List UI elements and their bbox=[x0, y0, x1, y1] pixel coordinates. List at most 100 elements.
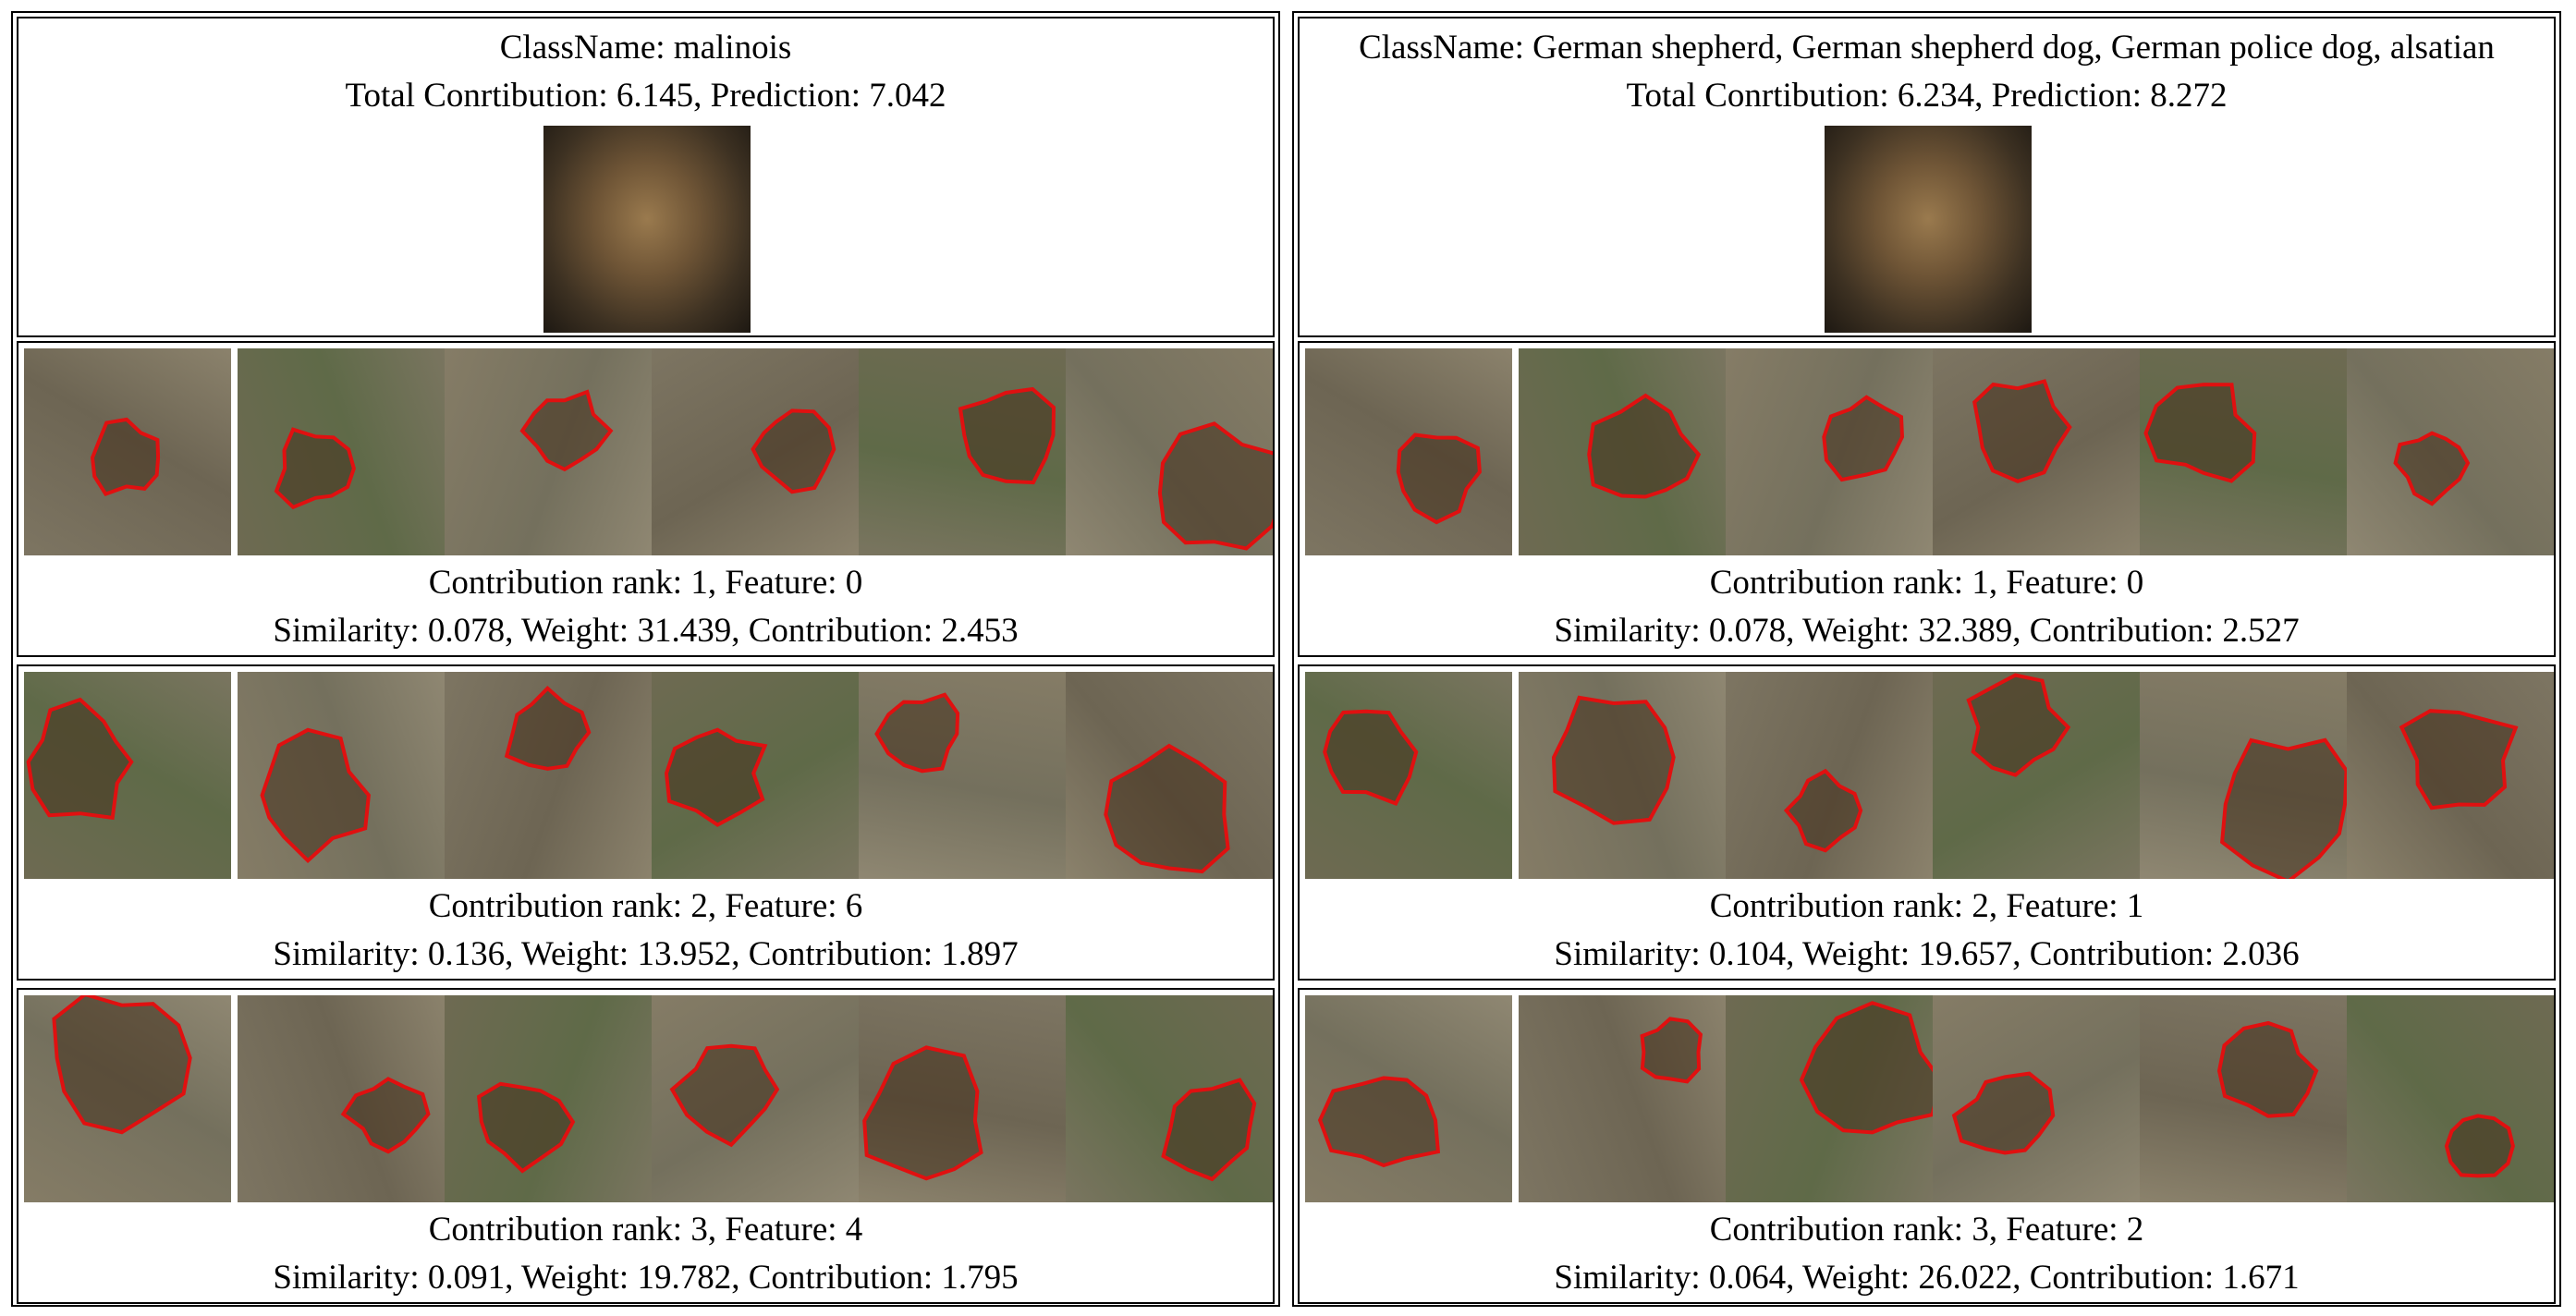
feature-row-left-3: Contribution rank: 3, Feature: 4 Similar… bbox=[17, 988, 1275, 1304]
right-column: ClassName: German shepherd, German sheph… bbox=[1292, 11, 2561, 1307]
rank-label: Contribution rank: 1, Feature: 0 bbox=[1709, 564, 2144, 602]
highlight-region bbox=[2399, 709, 2519, 810]
prototype-patch-thumbnail bbox=[1933, 995, 2140, 1202]
prototype-patch-thumbnail bbox=[1519, 672, 1726, 879]
totals-label: Total Conrtibution: 6.234, Prediction: 8… bbox=[1626, 77, 2228, 115]
highlight-region bbox=[52, 995, 192, 1135]
stats-label: Similarity: 0.136, Weight: 13.952, Contr… bbox=[273, 935, 1019, 973]
prototype-patch-thumbnail bbox=[859, 672, 1066, 879]
prototype-patch-thumbnail bbox=[2347, 995, 2554, 1202]
highlight-region bbox=[2220, 737, 2347, 879]
highlight-region bbox=[1396, 433, 1482, 525]
stats-label: Similarity: 0.064, Weight: 26.022, Contr… bbox=[1554, 1259, 2300, 1297]
prototype-patch-thumbnail bbox=[652, 672, 859, 879]
highlight-region bbox=[274, 427, 356, 510]
highlight-region bbox=[2216, 1020, 2319, 1118]
prototype-patch-thumbnail bbox=[2347, 672, 2554, 879]
prototype-patch-thumbnail bbox=[1519, 995, 1726, 1202]
patch-strip bbox=[24, 348, 1273, 555]
patch-strip bbox=[24, 995, 1273, 1202]
highlight-region bbox=[1799, 1001, 1933, 1135]
highlight-region bbox=[1551, 695, 1676, 825]
highlight-region bbox=[519, 389, 614, 472]
highlight-region bbox=[1966, 673, 2071, 777]
class-name-label: ClassName: malinois bbox=[499, 29, 792, 67]
highlight-region bbox=[1161, 1078, 1257, 1182]
highlight-region bbox=[874, 692, 960, 774]
highlight-region bbox=[2444, 1114, 2515, 1178]
highlight-region bbox=[1822, 395, 1905, 482]
highlight-region bbox=[664, 727, 768, 827]
highlight-region bbox=[669, 1043, 780, 1148]
query-patch-thumbnail bbox=[24, 995, 231, 1202]
highlight-region bbox=[26, 697, 134, 821]
highlight-region bbox=[1640, 1017, 1703, 1084]
prototype-patch-thumbnail bbox=[238, 348, 445, 555]
highlight-region bbox=[1157, 421, 1273, 551]
class-header-right: ClassName: German shepherd, German sheph… bbox=[1298, 17, 2556, 337]
patch-strip bbox=[1305, 348, 2554, 555]
highlight-region bbox=[90, 417, 161, 497]
prototype-patch-thumbnail bbox=[445, 348, 652, 555]
highlight-region bbox=[1587, 393, 1702, 499]
highlight-region bbox=[1104, 743, 1230, 874]
highlight-region bbox=[476, 1081, 576, 1174]
highlight-region bbox=[2143, 383, 2257, 483]
prototype-patch-thumbnail bbox=[238, 672, 445, 879]
highlight-region bbox=[1323, 709, 1419, 807]
prototype-patch-thumbnail bbox=[1066, 995, 1273, 1202]
highlight-region bbox=[1783, 768, 1863, 853]
prototype-patch-thumbnail bbox=[1933, 672, 2140, 879]
totals-label: Total Conrtibution: 6.145, Prediction: 7… bbox=[345, 77, 946, 115]
prototype-patch-thumbnail bbox=[1933, 348, 2140, 555]
patch-strip bbox=[1305, 995, 2554, 1202]
prototype-patch-thumbnail bbox=[1066, 672, 1273, 879]
query-image bbox=[1825, 126, 2032, 333]
prototype-patch-thumbnail bbox=[652, 995, 859, 1202]
highlight-region bbox=[1951, 1071, 2056, 1155]
query-patch-thumbnail bbox=[24, 348, 231, 555]
prototype-patch-thumbnail bbox=[859, 348, 1066, 555]
prototype-patch-thumbnail bbox=[2140, 348, 2347, 555]
query-patch-thumbnail bbox=[1305, 995, 1512, 1202]
stats-label: Similarity: 0.078, Weight: 31.439, Contr… bbox=[273, 612, 1019, 650]
feature-row-left-1: Contribution rank: 1, Feature: 0 Similar… bbox=[17, 341, 1275, 657]
prototype-patch-thumbnail bbox=[1726, 348, 1933, 555]
prototype-patch-thumbnail bbox=[2140, 672, 2347, 879]
highlight-region bbox=[340, 1077, 431, 1154]
patch-strip bbox=[24, 672, 1273, 879]
prototype-patch-thumbnail bbox=[1726, 672, 1933, 879]
feature-row-right-3: Contribution rank: 3, Feature: 2 Similar… bbox=[1298, 988, 2556, 1304]
prototype-patch-thumbnail bbox=[1519, 348, 1726, 555]
highlight-region bbox=[862, 1045, 983, 1181]
prototype-patch-thumbnail bbox=[1066, 348, 1273, 555]
query-patch-thumbnail bbox=[1305, 672, 1512, 879]
prototype-patch-thumbnail bbox=[859, 995, 1066, 1202]
patch-strip bbox=[1305, 672, 2554, 879]
class-name-label: ClassName: German shepherd, German sheph… bbox=[1359, 29, 2495, 67]
query-patch-thumbnail bbox=[24, 672, 231, 879]
rank-label: Contribution rank: 2, Feature: 6 bbox=[428, 887, 863, 925]
rank-label: Contribution rank: 3, Feature: 2 bbox=[1709, 1211, 2144, 1249]
highlight-region bbox=[751, 408, 836, 494]
highlight-region bbox=[1972, 379, 2072, 483]
left-column: ClassName: malinois Total Conrtibution: … bbox=[11, 11, 1280, 1307]
stats-label: Similarity: 0.091, Weight: 19.782, Contr… bbox=[273, 1259, 1019, 1297]
feature-row-left-2: Contribution rank: 2, Feature: 6 Similar… bbox=[17, 664, 1275, 981]
rank-label: Contribution rank: 2, Feature: 1 bbox=[1709, 887, 2144, 925]
query-image bbox=[543, 126, 751, 333]
prototype-patch-thumbnail bbox=[2140, 995, 2347, 1202]
feature-row-right-1: Contribution rank: 1, Feature: 0 Similar… bbox=[1298, 341, 2556, 657]
prototype-patch-thumbnail bbox=[1726, 995, 1933, 1202]
highlight-region bbox=[958, 386, 1056, 485]
prototype-patch-thumbnail bbox=[238, 995, 445, 1202]
highlight-region bbox=[504, 686, 592, 771]
highlight-region bbox=[1317, 1076, 1441, 1168]
prototype-patch-thumbnail bbox=[652, 348, 859, 555]
prototype-patch-thumbnail bbox=[445, 672, 652, 879]
rank-label: Contribution rank: 3, Feature: 4 bbox=[428, 1211, 863, 1249]
highlight-region bbox=[260, 727, 371, 863]
rank-label: Contribution rank: 1, Feature: 0 bbox=[428, 564, 863, 602]
stats-label: Similarity: 0.078, Weight: 32.389, Contr… bbox=[1554, 612, 2300, 650]
stats-label: Similarity: 0.104, Weight: 19.657, Contr… bbox=[1554, 935, 2300, 973]
